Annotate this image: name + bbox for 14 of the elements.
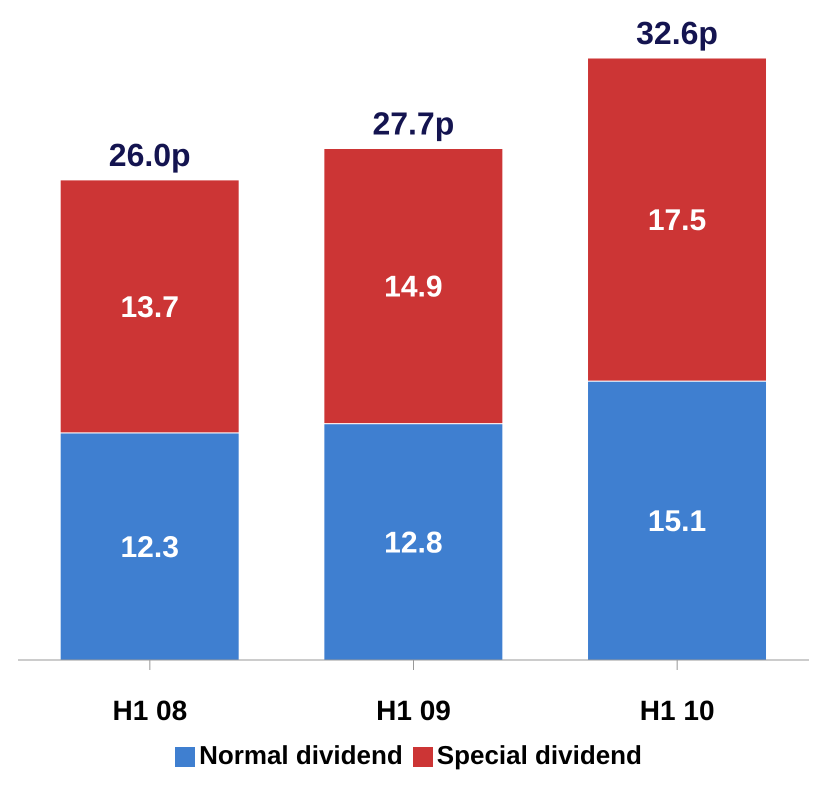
data-label: 12.3: [120, 531, 179, 564]
data-label: 14.9: [384, 270, 443, 304]
x-tick-label: H1 08: [112, 694, 188, 726]
legend-label: Special dividend: [436, 740, 642, 770]
legend-label: Normal dividend: [199, 740, 403, 770]
x-tick-label: H1 10: [640, 694, 715, 726]
total-label: 26.0p: [108, 136, 191, 173]
x-tick-label: H1 09: [376, 694, 451, 726]
data-label: 12.8: [384, 526, 443, 560]
total-label: 27.7p: [372, 105, 454, 142]
total-label: 32.6p: [636, 15, 718, 51]
data-label: 13.7: [120, 291, 179, 324]
data-label: 17.5: [648, 204, 706, 238]
data-label: 15.1: [648, 505, 706, 538]
